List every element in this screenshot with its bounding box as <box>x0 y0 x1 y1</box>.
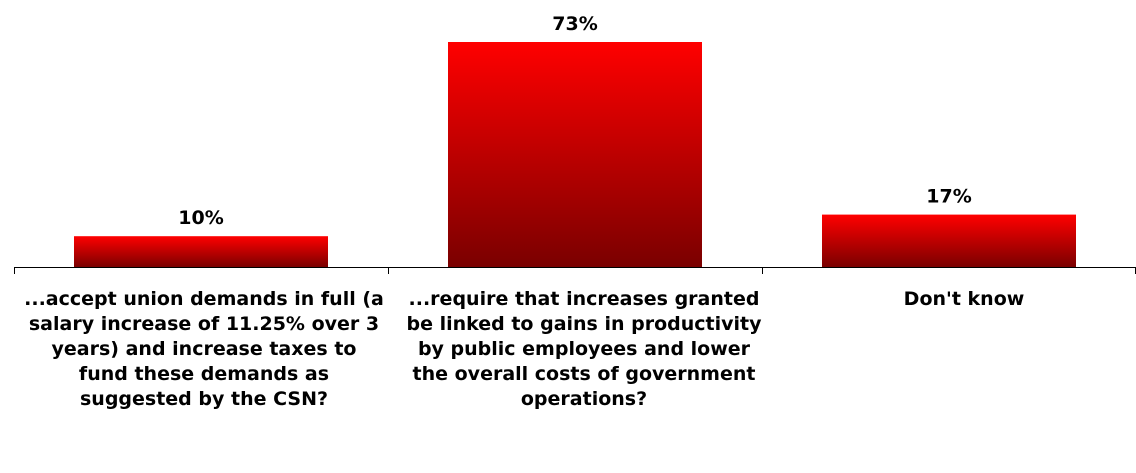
category-label-accept-union-demands: ...accept union demands in full (a salar… <box>24 288 384 410</box>
bar-2 <box>448 42 702 267</box>
category-label-dont-know: Don't know <box>903 288 1025 310</box>
data-label-1: 10% <box>178 207 223 229</box>
category-label-require-productivity-gains: ...require that increases granted be lin… <box>406 288 762 410</box>
data-label-3: 17% <box>926 186 971 208</box>
data-labels-layer: 10% 73% 17% <box>178 13 971 229</box>
bar-1 <box>74 236 328 267</box>
data-label-2: 73% <box>552 13 597 35</box>
bar-3 <box>822 214 1076 267</box>
x-axis <box>14 267 1136 274</box>
bars-layer <box>74 42 1076 267</box>
